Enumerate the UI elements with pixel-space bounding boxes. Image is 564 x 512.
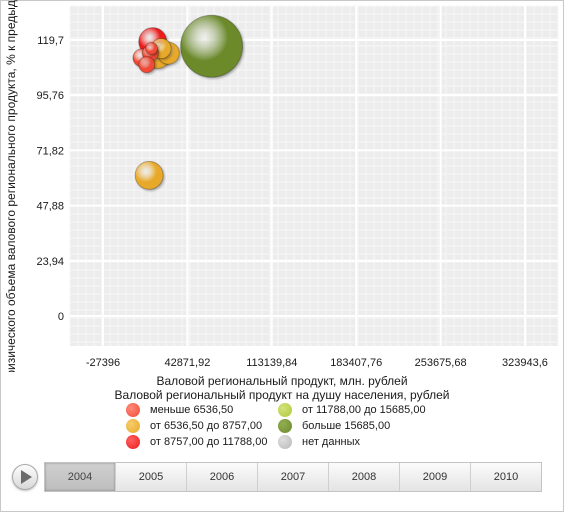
x-tick-label: 323943,6 [502,357,548,369]
y-tick-label: 119,7 [37,35,64,47]
y-tick-label: 23,94 [36,256,64,268]
year-tab[interactable]: 2005 [116,463,187,491]
y-tick-label: 95,76 [36,90,64,102]
legend-label: нет данных [302,436,361,448]
year-tab[interactable]: 2004 [45,463,116,491]
bubble-point[interactable] [145,42,159,56]
legend-swatch [126,435,140,449]
bubble-chart: 0 23,94 47,88 71,82 95,76 119,7 -27396 42871,9… [4,0,559,372]
year-tab[interactable]: 2006 [187,463,258,491]
bubble-point[interactable] [138,56,156,74]
legend-item: от 6536,50 до 8757,00 [126,418,262,434]
legend-title: Валовой региональный продукт на душу нас… [114,388,450,402]
y-tick-label: 0 [58,311,64,323]
legend-label: больше 15685,00 [302,420,391,432]
year-tab[interactable]: 2009 [400,463,471,491]
timeline: 2004 2005 2006 2007 2008 2009 2010 [10,462,554,492]
x-tick-label: 253675,68 [415,357,467,369]
year-selector: 2004 2005 2006 2007 2008 2009 2010 [44,462,542,492]
x-axis-ticks: -27396 42871,92 113139,84 183407,76 253675,6… [86,357,548,369]
legend-label: от 11788,00 до 15685,00 [302,404,426,416]
legend-swatch [126,419,140,433]
legend-item: нет данных [278,434,360,450]
play-icon [21,470,32,484]
year-tab[interactable]: 2007 [258,463,329,491]
x-tick-label: 113139,84 [246,357,297,369]
legend-item: от 8757,00 до 11788,00 [126,434,267,450]
legend-item: от 11788,00 до 15685,00 [278,402,426,418]
play-button[interactable] [12,464,38,490]
x-tick-label: -27396 [86,357,120,369]
x-tick-label: 42871,92 [164,357,210,369]
legend-label: от 8757,00 до 11788,00 [150,436,268,448]
bubbles [132,14,244,190]
legend-label: меньше 6536,50 [150,404,234,416]
y-tick-label: 71,82 [36,145,64,157]
x-tick-label: 183407,76 [330,357,382,369]
legend-label: от 6536,50 до 8757,00 [150,420,263,432]
bubble-point[interactable] [134,160,164,190]
year-tab[interactable]: 2010 [493,471,519,483]
legend-swatch [278,435,292,449]
bubble-point[interactable] [180,14,244,78]
x-axis-label: Валовой региональный продукт, млн. рубле… [156,374,408,388]
y-tick-label: 47,88 [36,201,64,213]
legend-swatch [126,403,140,417]
y-axis-ticks: 0 23,94 47,88 71,82 95,76 119,7 [36,35,64,323]
legend-item: больше 15685,00 [278,418,390,434]
legend-swatch [278,419,292,433]
legend-item: меньше 6536,50 [126,402,233,418]
year-tab[interactable]: 2008 [329,463,400,491]
legend: меньше 6536,50 от 6536,50 до 8757,00 от … [126,402,456,452]
y-axis-label: Индекс физического объема валового регио… [4,0,18,372]
legend-swatch [278,403,292,417]
